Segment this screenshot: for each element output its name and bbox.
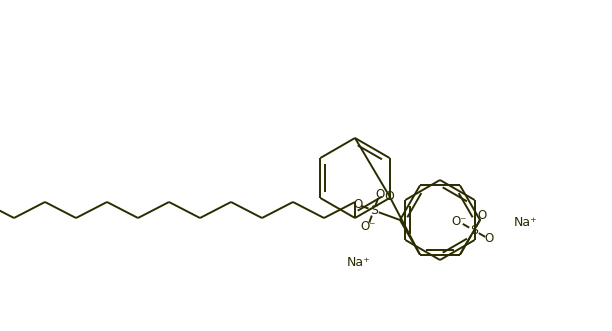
Text: Na⁺: Na⁺ [347,256,370,269]
Text: O: O [484,232,493,245]
Text: O: O [384,190,395,203]
Text: O⁻: O⁻ [360,220,376,233]
Text: O: O [478,209,487,222]
Text: O⁻: O⁻ [452,215,467,228]
Text: S: S [470,224,478,237]
Text: Na⁺: Na⁺ [514,216,538,229]
Text: O: O [353,198,362,211]
Text: O: O [375,188,384,201]
Text: S: S [370,204,378,217]
